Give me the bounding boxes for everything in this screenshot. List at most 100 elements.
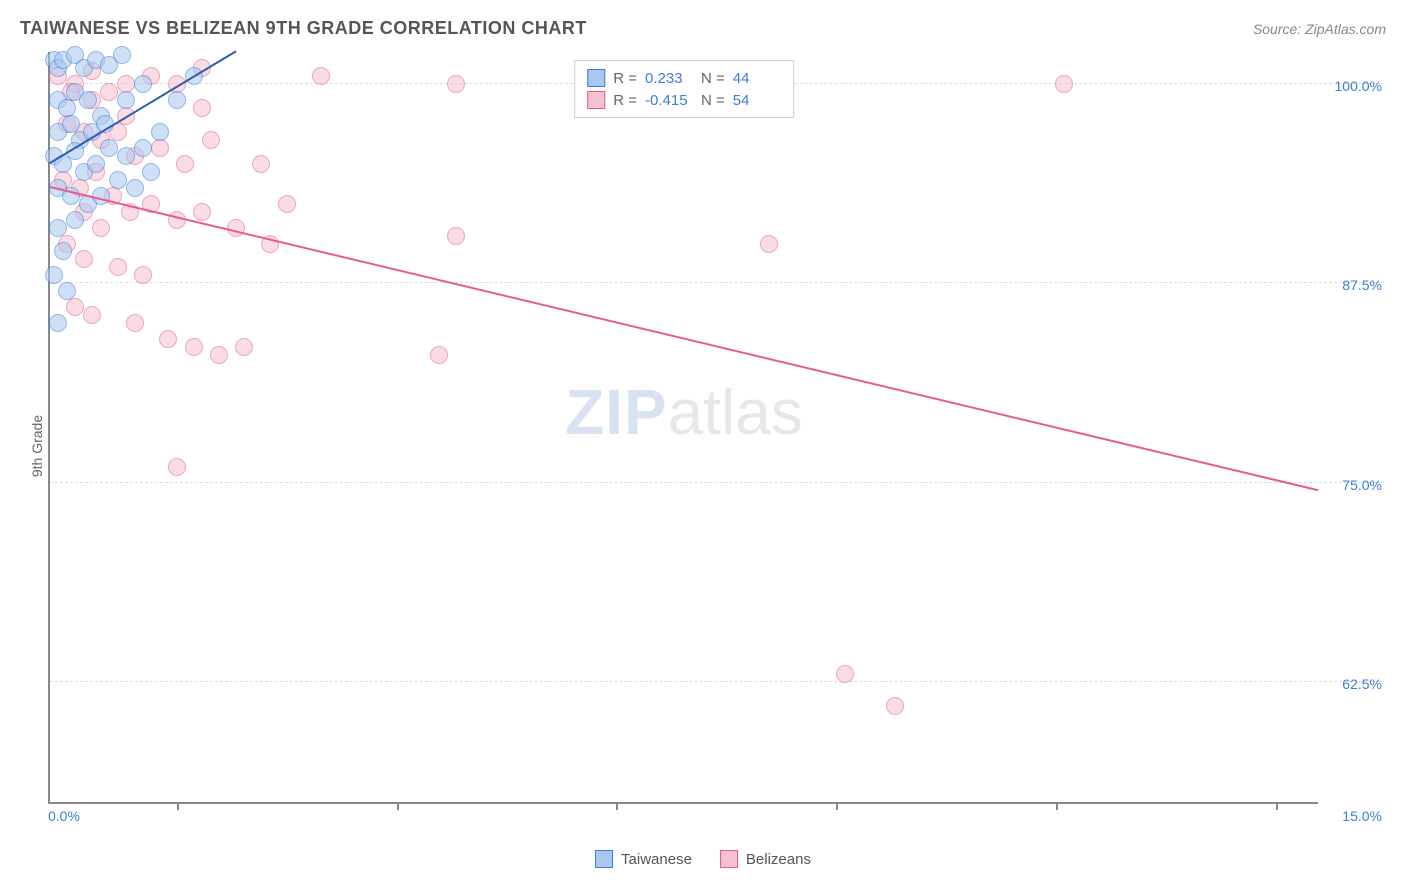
data-point (117, 91, 135, 109)
data-point (58, 99, 76, 117)
data-point (117, 147, 135, 165)
data-point (151, 139, 169, 157)
legend-swatch (587, 91, 605, 109)
data-point (100, 56, 118, 74)
x-tick (616, 802, 618, 810)
data-point (58, 235, 76, 253)
data-point (235, 338, 253, 356)
x-tick (1056, 802, 1058, 810)
data-point (278, 195, 296, 213)
legend-r-label: R = (613, 92, 637, 109)
data-point (83, 91, 101, 109)
data-point (49, 91, 67, 109)
data-point (100, 83, 118, 101)
gridline-h (50, 282, 1382, 283)
data-point (117, 75, 135, 93)
data-point (66, 211, 84, 229)
data-point (109, 171, 127, 189)
data-point (66, 83, 84, 101)
watermark-atlas: atlas (668, 376, 803, 448)
legend-swatch (587, 69, 605, 87)
gridline-h (50, 681, 1382, 682)
legend-n-value: 44 (733, 70, 781, 87)
legend-n-value: 54 (733, 92, 781, 109)
y-tick-label: 75.0% (1342, 477, 1382, 493)
data-point (54, 171, 72, 189)
legend-item: Taiwanese (595, 850, 692, 868)
data-point (45, 51, 63, 69)
chart-title: TAIWANESE VS BELIZEAN 9TH GRADE CORRELAT… (20, 18, 587, 39)
trend-line (50, 186, 1318, 491)
gridline-h (50, 482, 1382, 483)
data-point (447, 227, 465, 245)
data-point (75, 59, 93, 77)
y-tick-label: 87.5% (1342, 277, 1382, 293)
legend-swatch (595, 850, 613, 868)
data-point (168, 91, 186, 109)
data-point (49, 123, 67, 141)
data-point (176, 155, 194, 173)
data-point (100, 139, 118, 157)
legend-swatch (720, 850, 738, 868)
legend-r-value: 0.233 (645, 70, 693, 87)
data-point (49, 314, 67, 332)
data-point (75, 163, 93, 181)
legend-row: R = 0.233 N = 44 (587, 67, 781, 89)
legend-label: Taiwanese (621, 851, 692, 868)
legend-r-label: R = (613, 70, 637, 87)
data-point (126, 179, 144, 197)
data-point (83, 62, 101, 80)
data-point (159, 330, 177, 348)
data-point (66, 46, 84, 64)
data-point (185, 338, 203, 356)
legend-item: Belizeans (720, 850, 811, 868)
plot-wrap: ZIPatlas R =0.233N =44R =-0.415N =54 62.… (48, 52, 1382, 824)
data-point (75, 250, 93, 268)
x-tick (1276, 802, 1278, 810)
source-attribution: Source: ZipAtlas.com (1253, 21, 1386, 37)
data-point (62, 83, 80, 101)
data-point (202, 131, 220, 149)
data-point (210, 346, 228, 364)
watermark-zip: ZIP (565, 376, 668, 448)
data-point (54, 51, 72, 69)
data-point (62, 115, 80, 133)
y-axis-label: 9th Grade (29, 415, 45, 477)
x-tick-label: 0.0% (48, 808, 80, 824)
data-point (1055, 75, 1073, 93)
data-point (87, 51, 105, 69)
x-tick (836, 802, 838, 810)
legend-row: R =-0.415N =54 (587, 89, 781, 111)
data-point (66, 75, 84, 93)
data-point (75, 203, 93, 221)
x-tick-label: 15.0% (1342, 808, 1382, 824)
data-point (126, 314, 144, 332)
data-point (58, 282, 76, 300)
data-point (142, 163, 160, 181)
data-point (49, 219, 67, 237)
data-point (79, 91, 97, 109)
correlation-legend: R =0.233N =44R =-0.415N =54 (574, 60, 794, 118)
watermark: ZIPatlas (565, 375, 803, 449)
plot-area: ZIPatlas R =0.233N =44R =-0.415N =54 (48, 52, 1318, 804)
data-point (193, 203, 211, 221)
data-point (193, 99, 211, 117)
trend-line (49, 50, 236, 163)
data-point (54, 242, 72, 260)
data-point (126, 147, 144, 165)
data-point (134, 75, 152, 93)
y-tick-label: 62.5% (1342, 676, 1382, 692)
data-point (87, 163, 105, 181)
data-point (92, 219, 110, 237)
legend-n-label: N = (701, 70, 725, 87)
y-tick-label: 100.0% (1335, 78, 1382, 94)
data-point (252, 155, 270, 173)
x-tick (397, 802, 399, 810)
legend-n-label: N = (701, 92, 725, 109)
data-point (109, 258, 127, 276)
data-point (49, 59, 67, 77)
data-point (134, 139, 152, 157)
data-point (66, 298, 84, 316)
data-point (92, 107, 110, 125)
data-point (87, 155, 105, 173)
